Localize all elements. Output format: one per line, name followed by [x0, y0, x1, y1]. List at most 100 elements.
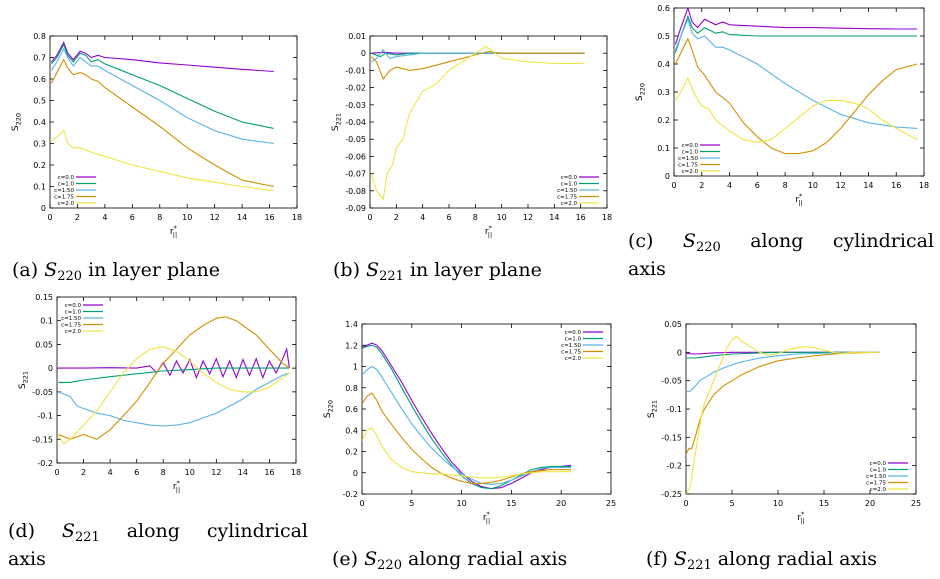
- y-tick-label: -0.1: [666, 405, 682, 414]
- panel-f: 0 5 10 15 20 25 -0.25 -0.2 -0.15 -0.1 -0.05 0 0.05 S2…: [625, 286, 935, 531]
- y-tick-label: 0: [677, 348, 682, 357]
- y-tick-label: -0.07: [345, 170, 366, 179]
- legend-label: c=2.0: [870, 487, 887, 493]
- y-tick-label: -0.03: [345, 101, 366, 110]
- legend-label: c=2.0: [58, 201, 75, 207]
- y-tick-label: -0.05: [345, 135, 366, 144]
- x-tick-label: 16: [264, 468, 274, 477]
- y-tick-label: 0.5: [33, 97, 46, 106]
- x-axis-label: r* ||: [483, 510, 491, 525]
- caption-f: (f) S221 along radial axis: [646, 548, 878, 573]
- caption-d-line2: axis: [8, 548, 46, 570]
- x-tick-label: 12: [210, 213, 220, 222]
- x-tick-label: 8: [783, 181, 788, 190]
- legend-label: c=1.75: [54, 195, 74, 201]
- caption-e: (e) S220 along radial axis: [332, 548, 568, 573]
- y-tick-label: 0.4: [345, 426, 358, 435]
- x-axis-label: r* ||: [795, 192, 803, 207]
- panel-d: 0 2 4 6 8 10 12 14 16 18 -0.2 -0.15 -0.1 -0.05 0 0.05 0.…: [0, 286, 310, 511]
- legend-label: c=2.0: [565, 356, 582, 362]
- x-tick-label: 4: [108, 468, 113, 477]
- y-tick-label: -0.09: [345, 204, 366, 213]
- y-tick-label: -0.2: [37, 459, 53, 468]
- legend-label: c=0.0: [870, 461, 887, 467]
- legend-label: c=1.50: [866, 474, 886, 480]
- x-tick-label: 4: [102, 213, 107, 222]
- legend-label: c=1.50: [561, 343, 581, 349]
- x-tick-label: 15: [506, 499, 516, 508]
- caption-c-line2: axis: [628, 258, 666, 280]
- y-tick-label: -0.15: [32, 435, 53, 444]
- y-tick-label: 1.2: [345, 341, 358, 350]
- x-tick-label: 10: [497, 213, 507, 222]
- series-line-c=1.0: [674, 14, 918, 53]
- legend-label: c=2.0: [682, 169, 699, 175]
- x-tick-label: 5: [729, 499, 734, 508]
- x-tick-label: 2: [75, 213, 80, 222]
- legend-label: c=1.50: [54, 188, 74, 194]
- panel-b: 0 2 4 6 8 10 12 14 16 18 -0.09 -0.08 -0.07 -0.06 -0.05…: [310, 0, 620, 240]
- series-line-c=1.0: [58, 367, 290, 383]
- x-tick-label: 6: [130, 213, 135, 222]
- y-tick-label: 0: [48, 364, 53, 373]
- plot-frame: [49, 35, 298, 209]
- x-tick-label: 6: [446, 213, 451, 222]
- y-tick-label: -0.05: [661, 377, 682, 386]
- y-tick-label: 0.4: [33, 118, 46, 127]
- chart-a: 0 2 4 6 8 10 12 14 16 18 0 0.1 0.2 0.3 0.4 0.5 0.6 0.7 0.8…: [11, 32, 302, 239]
- x-tick-label: 10: [773, 499, 783, 508]
- y-axis-label: S221: [18, 371, 30, 389]
- y-axis-label: S221: [647, 400, 659, 418]
- legend-label: c=1.0: [565, 337, 582, 343]
- y-tick-label: 0.2: [657, 116, 670, 125]
- caption-d: (d) S221 along cylindrical: [8, 520, 308, 545]
- y-tick-label: 0.01: [348, 32, 366, 41]
- series-line-c=1.75: [370, 50, 585, 81]
- x-tick-label: 15: [819, 499, 829, 508]
- x-tick-label: 14: [863, 181, 873, 190]
- x-tick-label: 6: [134, 468, 139, 477]
- y-axis-label: S220: [323, 400, 335, 418]
- x-tick-label: 2: [699, 181, 704, 190]
- x-tick-label: 0: [359, 499, 364, 508]
- x-tick-label: 10: [808, 181, 818, 190]
- caption-c: (c) S220 along cylindrical: [628, 230, 934, 255]
- x-tick-label: 2: [81, 468, 86, 477]
- legend-label: c=1.75: [557, 195, 577, 201]
- y-tick-label: 0.1: [657, 144, 670, 153]
- y-tick-label: 0.2: [33, 161, 46, 170]
- x-tick-label: 18: [602, 213, 612, 222]
- y-tick-label: 0.05: [664, 320, 682, 329]
- legend-label: c=0.0: [58, 175, 75, 181]
- x-tick-label: 16: [891, 181, 901, 190]
- y-tick-label: 0: [665, 172, 670, 181]
- x-tick-label: 0: [671, 181, 676, 190]
- panel-a: 0 2 4 6 8 10 12 14 16 18 0 0.1 0.2 0.3 0.4 0.5 0.6 0.7 0.8…: [0, 0, 305, 240]
- legend-label: c=1.0: [58, 182, 75, 188]
- x-axis-label: r* ||: [797, 510, 805, 525]
- series-line-c=2.0: [686, 335, 880, 494]
- series-line-c=2.0: [57, 346, 290, 445]
- x-tick-label: 0: [47, 213, 52, 222]
- x-tick-label: 12: [211, 468, 221, 477]
- y-tick-label: -0.1: [37, 412, 53, 421]
- x-tick-label: 12: [523, 213, 533, 222]
- caption-a: (a) S220 in layer plane: [12, 259, 221, 284]
- series-line-c=1.75: [362, 392, 572, 484]
- panel-c: 0 2 4 6 8 10 12 14 16 18 0 0.1 0.2 0.3 0.4 0.5 0.6 S220 r*…: [620, 0, 935, 212]
- y-tick-label: -0.01: [345, 66, 366, 75]
- series-line-c=1.75: [50, 58, 274, 188]
- legend-label: c=0.0: [565, 330, 582, 336]
- y-tick-label: -0.05: [32, 388, 53, 397]
- x-tick-label: 4: [727, 181, 732, 190]
- legend-label: c=1.50: [61, 316, 81, 322]
- x-tick-label: 12: [836, 181, 846, 190]
- legend-label: c=1.75: [561, 350, 581, 356]
- series-line-c=1.50: [686, 351, 880, 393]
- x-tick-label: 10: [182, 213, 192, 222]
- y-tick-label: 0.6: [657, 4, 670, 13]
- series-line-c=1.75: [58, 316, 290, 440]
- y-tick-label: -0.15: [661, 433, 682, 442]
- series-line-c=1.75: [674, 37, 918, 155]
- series-line-c=1.50: [362, 365, 572, 485]
